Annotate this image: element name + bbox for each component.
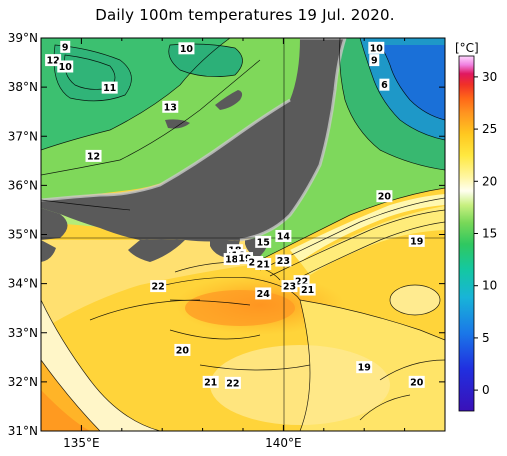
contour-label: 12 xyxy=(85,149,102,162)
contour-label: 10 xyxy=(57,60,74,73)
axis-ticks xyxy=(40,37,446,432)
contour-label-text: 23 xyxy=(277,256,290,267)
contour-label-text: 14 xyxy=(277,231,291,242)
contour-label-text: 15 xyxy=(257,237,270,248)
colorbar-ticks: 30 25 20 15 10 5 0 xyxy=(474,70,497,397)
lat-tick-label: 35°N xyxy=(8,228,38,242)
contour-label-text: 6 xyxy=(381,80,388,91)
contour-label-text: 20 xyxy=(410,377,424,388)
contour-label-text: 13 xyxy=(164,102,177,113)
contour-label: 19 xyxy=(408,234,425,247)
contour-label-text: 19 xyxy=(410,236,423,247)
contour-label-text: 9 xyxy=(62,42,69,53)
contour-label: 24 xyxy=(255,287,272,300)
contour-label-text: 20 xyxy=(378,192,392,203)
colorbar-scale xyxy=(458,55,475,412)
contour-label: 21 xyxy=(202,375,219,388)
contour-label: 20 xyxy=(174,343,191,356)
contour-label: 12 xyxy=(45,54,62,67)
contour-label: 10 xyxy=(368,41,385,54)
contour-label-text: 12 xyxy=(47,56,60,67)
contour-label-text: 22 xyxy=(152,282,165,293)
contour-label: 18 xyxy=(223,253,240,266)
contour-label-text: 23 xyxy=(283,282,296,293)
lat-tick-label: 31°N xyxy=(8,424,38,438)
contour-label-text: 18 xyxy=(225,255,239,266)
lat-tick-label: 39°N xyxy=(8,31,38,45)
axis-tick-labels: 135°E 140°E 39°N 38°N 37°N 36°N 35°N 34°N 33°N 32… xyxy=(8,31,302,450)
colorbar: [°C] 30 25 20 15 10 5 0 xyxy=(455,41,497,412)
contour-label: 11 xyxy=(101,81,118,94)
contour-label-text: 19 xyxy=(238,254,251,265)
lat-tick-label: 37°N xyxy=(8,129,38,143)
contour-label: 9 xyxy=(369,54,380,67)
contour-label: 23 xyxy=(281,280,298,293)
lat-tick-label: 33°N xyxy=(8,326,38,340)
contour-label: 19 xyxy=(356,361,373,374)
contour-label: 20 xyxy=(408,375,425,388)
contour-label-text: 21 xyxy=(301,285,314,296)
contour-label: 22 xyxy=(150,280,167,293)
contour-label-text: 22 xyxy=(295,277,308,288)
lon-tick-label: 140°E xyxy=(265,436,302,450)
colorbar-unit: [°C] xyxy=(455,41,479,55)
lat-tick-label: 38°N xyxy=(8,80,38,94)
contour-label: 14 xyxy=(275,229,292,242)
contour-label-text: 24 xyxy=(257,289,271,300)
colorbar-tick-label: 15 xyxy=(482,227,497,241)
contour-label: 23 xyxy=(275,254,292,267)
colorbar-tick-label: 25 xyxy=(482,122,497,136)
lat-tick-label: 34°N xyxy=(8,277,38,291)
colorbar-tick-label: 30 xyxy=(482,70,497,84)
colorbar-tick-label: 20 xyxy=(482,174,497,188)
contour-label-text: 21 xyxy=(257,259,270,270)
contour-label: 10 xyxy=(178,42,195,55)
map-title: Daily 100m temperatures 19 Jul. 2020. xyxy=(95,6,395,24)
contour-label-text: 9 xyxy=(371,56,378,67)
contour-labels: 9121010111312109620191415181618192021232… xyxy=(45,40,425,389)
contour-label-text: 20 xyxy=(176,345,190,356)
lat-tick-label: 32°N xyxy=(8,375,38,389)
contour-label-text: 10 xyxy=(180,44,194,55)
contour-label: 15 xyxy=(255,235,272,248)
contour-label: 21 xyxy=(299,283,316,296)
contour-label: 6 xyxy=(379,78,390,91)
contour-label-text: 10 xyxy=(370,43,384,54)
contour-label-text: 19 xyxy=(358,363,371,374)
contour-label: 13 xyxy=(162,100,179,113)
lat-tick-label: 36°N xyxy=(8,178,38,192)
contour-label: 20 xyxy=(376,190,393,203)
contour-label: 21 xyxy=(255,257,272,270)
colorbar-tick-label: 10 xyxy=(482,279,497,293)
contour-label-text: 10 xyxy=(59,62,73,73)
sst-field xyxy=(41,38,445,431)
contour-label-text: 12 xyxy=(87,151,100,162)
contour-label-text: 21 xyxy=(204,377,217,388)
contour-label: 9 xyxy=(60,40,71,53)
contour-label-text: 11 xyxy=(103,83,116,94)
colorbar-tick-label: 0 xyxy=(482,383,490,397)
contour-label-text: 22 xyxy=(226,378,239,389)
lon-tick-label: 135°E xyxy=(63,436,100,450)
contour-label: 22 xyxy=(224,376,241,389)
colorbar-tick-label: 5 xyxy=(482,331,490,345)
